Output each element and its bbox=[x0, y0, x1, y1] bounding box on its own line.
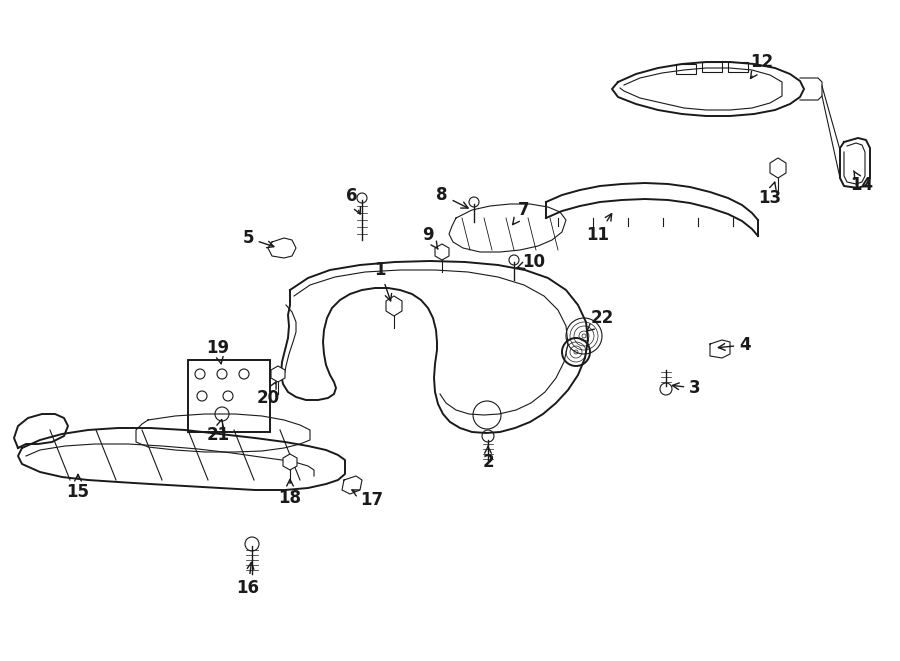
Text: 16: 16 bbox=[237, 563, 259, 597]
Text: 12: 12 bbox=[751, 53, 774, 79]
Polygon shape bbox=[770, 158, 786, 178]
Text: 8: 8 bbox=[436, 186, 468, 208]
Text: 17: 17 bbox=[352, 490, 383, 509]
Polygon shape bbox=[386, 296, 402, 316]
Polygon shape bbox=[271, 366, 285, 382]
Text: 22: 22 bbox=[587, 309, 614, 332]
Text: 15: 15 bbox=[67, 475, 89, 501]
Text: 5: 5 bbox=[242, 229, 274, 248]
Text: 6: 6 bbox=[346, 187, 361, 214]
Text: 7: 7 bbox=[513, 201, 530, 225]
Text: 4: 4 bbox=[718, 336, 751, 354]
Text: 11: 11 bbox=[587, 214, 612, 244]
Text: 2: 2 bbox=[482, 446, 494, 471]
Text: 3: 3 bbox=[672, 379, 701, 397]
Polygon shape bbox=[435, 244, 449, 260]
Text: 13: 13 bbox=[759, 182, 781, 207]
Text: 10: 10 bbox=[517, 253, 545, 271]
Text: 1: 1 bbox=[374, 261, 392, 301]
Text: 9: 9 bbox=[422, 226, 438, 249]
Text: 21: 21 bbox=[206, 420, 230, 444]
Text: 19: 19 bbox=[206, 339, 230, 364]
Text: 14: 14 bbox=[850, 171, 874, 194]
Text: 20: 20 bbox=[256, 382, 280, 407]
Polygon shape bbox=[283, 454, 297, 470]
Text: 18: 18 bbox=[278, 479, 302, 507]
